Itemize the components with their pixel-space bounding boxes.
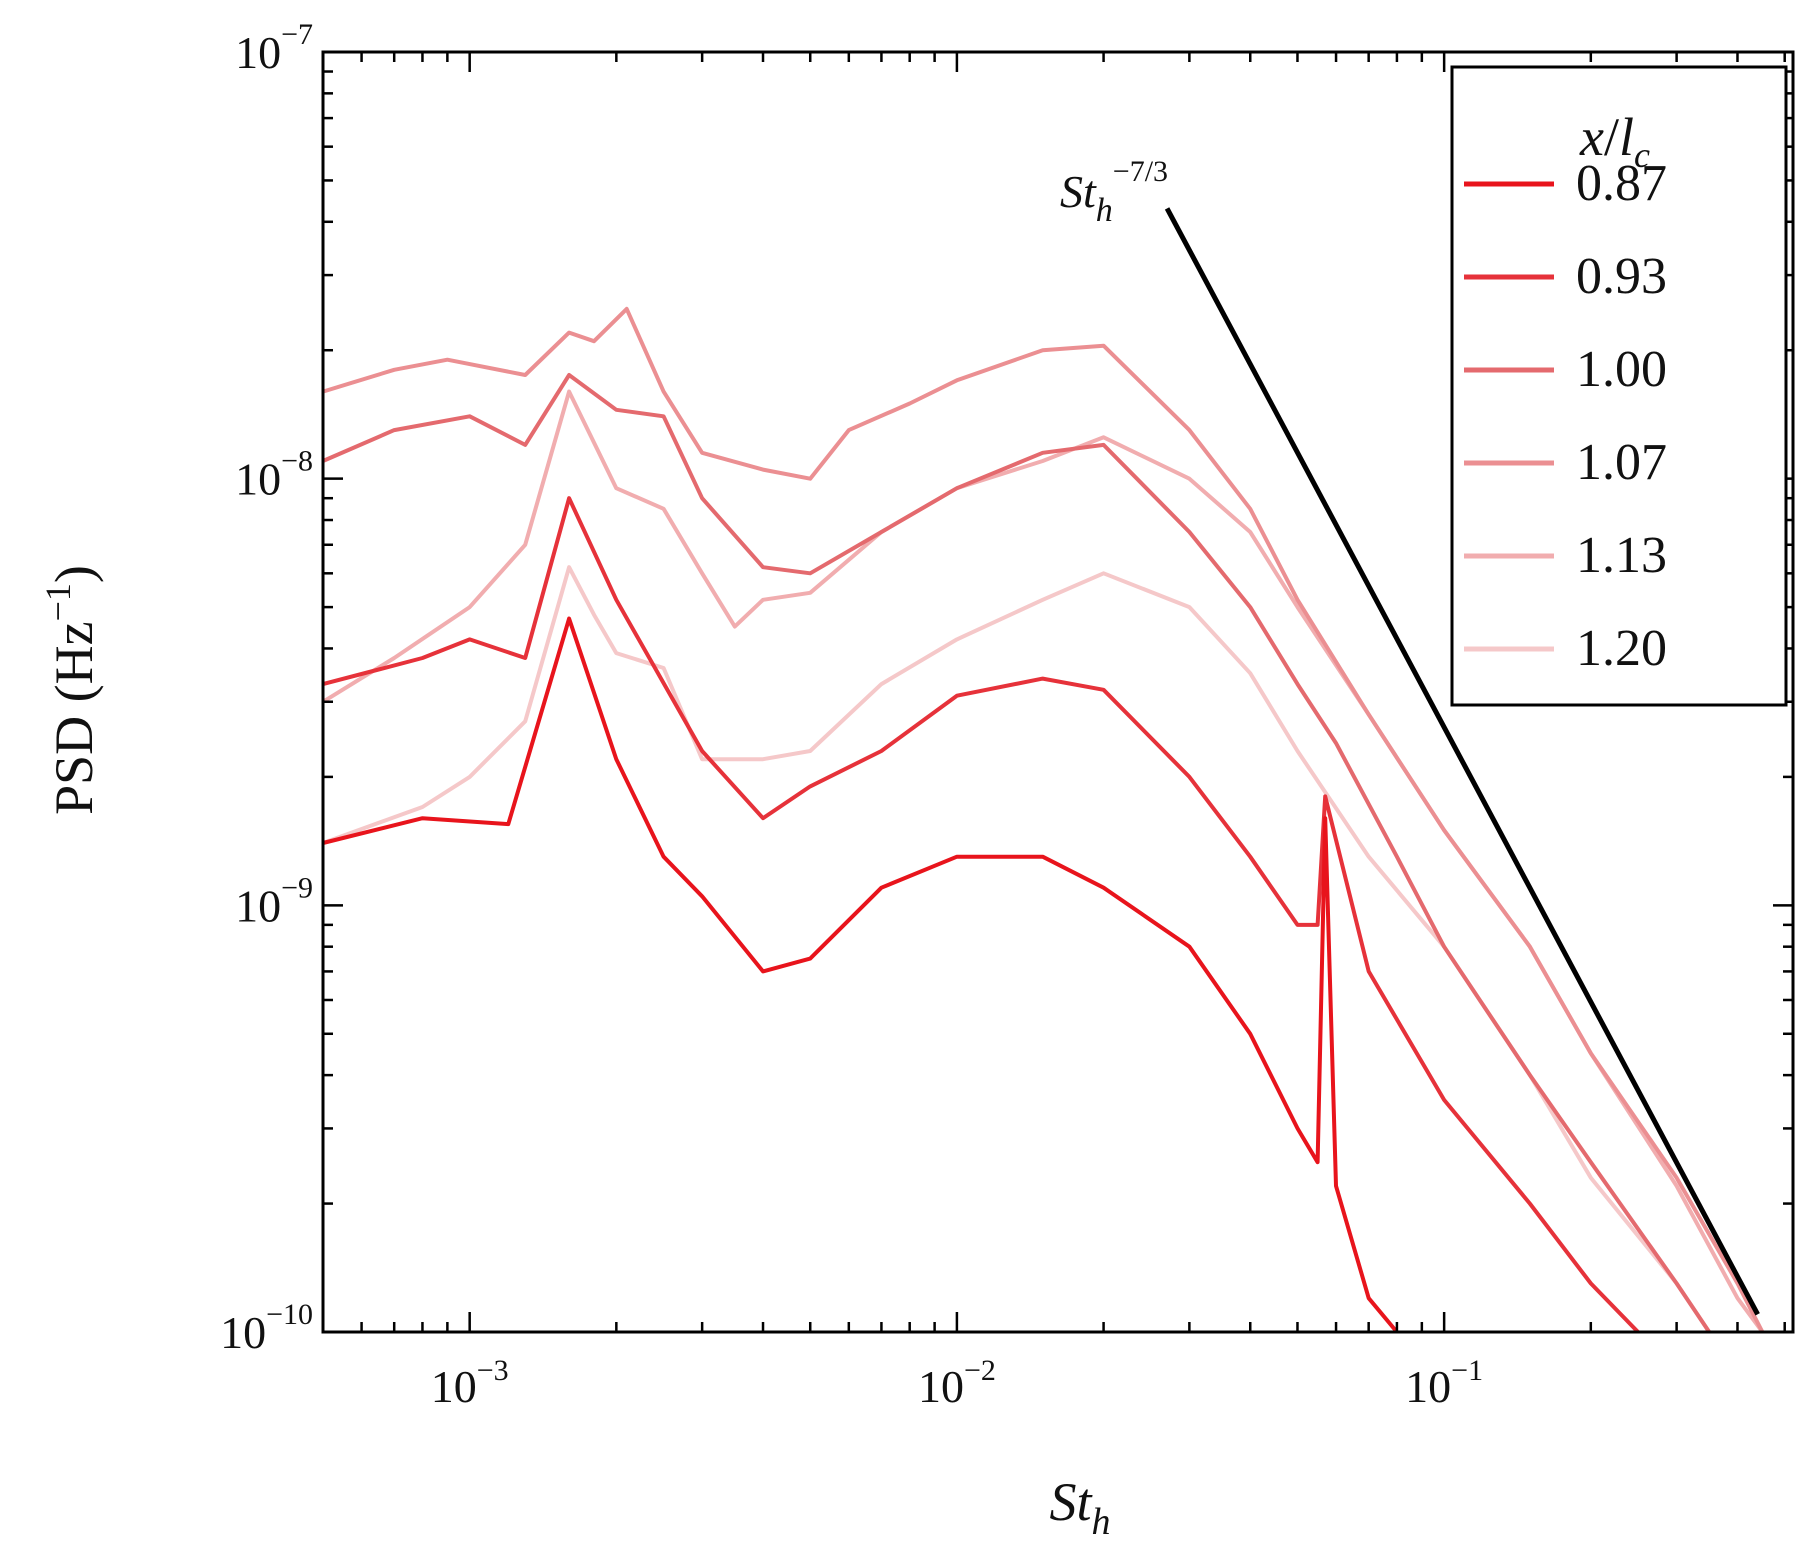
reference-slope-label: Sth−7/3 xyxy=(1060,155,1168,229)
y-tick-label-0: 10−10 xyxy=(220,1298,313,1358)
legend-label-2: 1.00 xyxy=(1576,341,1667,398)
x-tick-label-0: 10−3 xyxy=(431,1354,509,1412)
y-tick-label-3: 10−7 xyxy=(235,18,313,78)
legend-label-5: 1.20 xyxy=(1576,620,1667,677)
reference-slope-line xyxy=(1164,207,1760,1316)
legend-label-1: 0.93 xyxy=(1576,248,1667,305)
plot-frame xyxy=(321,50,1795,1334)
reference-slope-group xyxy=(1164,207,1760,1316)
legend-label-4: 1.13 xyxy=(1576,527,1667,584)
legend-title: x/lc xyxy=(1579,107,1650,175)
series-line-2 xyxy=(322,373,1711,1334)
series-line-0 xyxy=(322,616,1399,1334)
x-axis-title: Sth xyxy=(1049,1472,1110,1543)
legend-box xyxy=(1450,65,1788,707)
series-line-1 xyxy=(322,496,1640,1334)
y-axis-title: PSD (Hz−1) xyxy=(38,565,104,815)
x-tick-label-2: 10−1 xyxy=(1405,1354,1483,1412)
legend: x/lc 0.87 0.93 1.00 1.07 1.13 1.20 xyxy=(1450,65,1788,707)
y-tick-label-2: 10−8 xyxy=(235,445,313,505)
legend-label-0: 0.87 xyxy=(1576,155,1667,212)
legend-label-3: 1.07 xyxy=(1576,434,1667,491)
x-tick-label-1: 10−2 xyxy=(918,1354,996,1412)
legend-items: 0.87 0.93 1.00 1.07 1.13 1.20 xyxy=(1464,155,1667,677)
series-group xyxy=(321,306,1765,1334)
series-line-3 xyxy=(322,306,1765,1333)
y-tick-label-1: 10−9 xyxy=(235,871,313,931)
ticks-group: 10−3 10−2 10−1 10−10 10−9 10−8 10−7 xyxy=(220,18,1793,1412)
